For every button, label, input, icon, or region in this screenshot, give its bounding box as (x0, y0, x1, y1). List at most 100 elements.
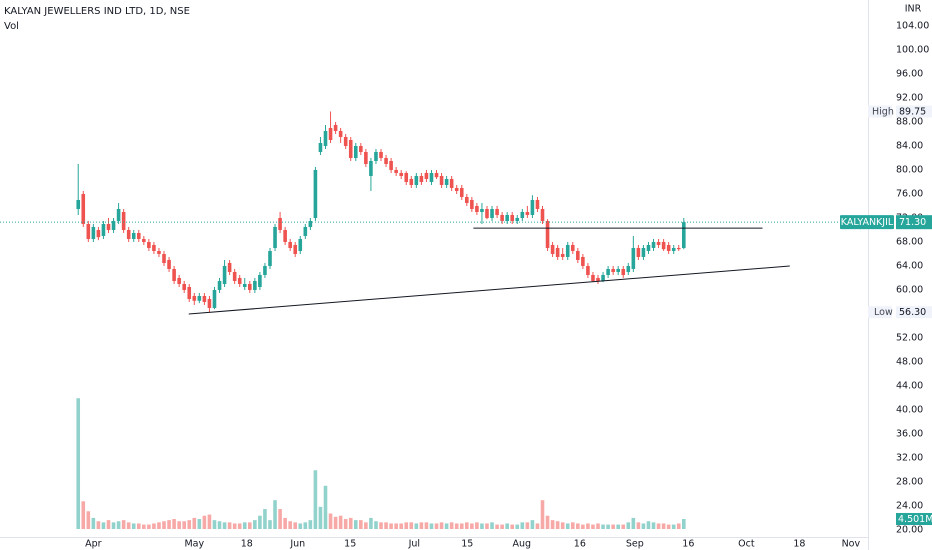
x-tick-label: Nov (842, 539, 861, 550)
volume-bar (177, 521, 181, 529)
candle-body (152, 244, 156, 251)
candle-body (449, 178, 454, 188)
volume-bar (197, 519, 202, 529)
volume-bar (384, 522, 388, 529)
candle-body (379, 151, 383, 158)
volume-bar (465, 522, 469, 529)
volume-bar (258, 515, 262, 529)
volume-bar (591, 524, 595, 529)
x-tick-label: Jul (408, 539, 420, 550)
candle-body (126, 229, 131, 239)
candle-body (576, 250, 580, 260)
candle-body (91, 226, 96, 239)
candle-body (131, 232, 136, 239)
y-tick-label: 52.00 (896, 332, 923, 343)
x-tick-label: Jun (289, 539, 305, 550)
volume-bar (399, 523, 403, 529)
candle-body (172, 268, 176, 281)
volume-bar (263, 509, 267, 529)
candle-body (394, 169, 398, 173)
volume-bar (172, 519, 176, 529)
volume-bar (162, 521, 166, 529)
candle-body (359, 145, 363, 152)
candle-body (293, 244, 298, 254)
volume-bar (288, 521, 292, 529)
volume-bar (500, 524, 504, 529)
candle-body (187, 286, 192, 299)
volume-bar (343, 519, 348, 529)
x-tick-label: Apr (85, 539, 102, 550)
y-tick-label: 100.00 (896, 44, 929, 55)
x-tick-label: Sep (626, 539, 644, 550)
candle-body (303, 226, 308, 236)
candle-body (500, 214, 504, 221)
volume-bar (227, 522, 232, 529)
x-tick-label: 15 (461, 539, 473, 550)
volume-bar (409, 522, 414, 529)
volume-bar (348, 517, 353, 529)
candle-body (96, 229, 101, 238)
volume-bar (570, 522, 575, 529)
volume-bar (682, 519, 686, 529)
candle-body (364, 151, 368, 164)
volume-bar (631, 517, 636, 529)
candle-body (121, 211, 126, 230)
volume-bar (459, 523, 464, 529)
y-tick-label: 32.00 (896, 452, 923, 463)
candle-body (429, 172, 434, 182)
candle-body (384, 157, 388, 164)
candle-body (419, 175, 424, 182)
volume-bar (131, 523, 136, 529)
candle-body (611, 268, 615, 272)
candle-body (535, 199, 540, 209)
volume-bar (313, 470, 318, 529)
x-tick-label: Oct (738, 539, 755, 550)
volume-bar (86, 511, 91, 529)
candle-body (222, 265, 227, 284)
volume-bar (369, 517, 373, 529)
volume-bar (147, 524, 151, 529)
volume-bar (81, 501, 86, 529)
volume-bar (364, 522, 368, 529)
candle-body (283, 229, 287, 242)
candle-body (232, 271, 237, 281)
volume-bar (485, 523, 489, 529)
volume-tag (896, 513, 932, 526)
candle-body (404, 172, 409, 182)
candle-body (288, 241, 292, 248)
volume-bar (394, 523, 398, 529)
candle-body (399, 172, 403, 176)
candle-body (495, 208, 499, 215)
volume-bar (222, 522, 227, 529)
high-tag-label: High (872, 106, 894, 117)
candle-body (646, 244, 651, 251)
volume-bar (157, 522, 161, 529)
candle-body (671, 247, 676, 251)
volume-bar (555, 521, 560, 529)
candle-body (111, 220, 116, 230)
candle-body (308, 220, 313, 227)
volume-bar (626, 522, 631, 529)
candle-body (591, 274, 595, 281)
volume-bar (661, 523, 666, 529)
x-tick-label: Aug (513, 539, 532, 550)
y-tick-label: 24.00 (896, 500, 923, 511)
volume-bar (298, 523, 303, 529)
candle-body (338, 130, 343, 137)
volume-bar (666, 524, 671, 529)
y-tick-label: 40.00 (896, 404, 923, 415)
candle-body (570, 244, 575, 251)
chart-title: KALYAN JEWELLERS IND LTD, 1D, NSE (4, 6, 190, 17)
candle-body (510, 214, 515, 221)
candle-body (444, 178, 449, 185)
candle-body (676, 247, 681, 250)
candle-body (565, 244, 570, 257)
high-value: 89.75 (899, 106, 926, 117)
volume-bar (323, 485, 328, 529)
candle-body (626, 265, 631, 272)
x-tick-label: 18 (241, 539, 253, 550)
candle-body (273, 226, 277, 248)
volume-bar (404, 522, 409, 529)
volume-bar (576, 523, 580, 529)
candle-body (343, 136, 348, 146)
